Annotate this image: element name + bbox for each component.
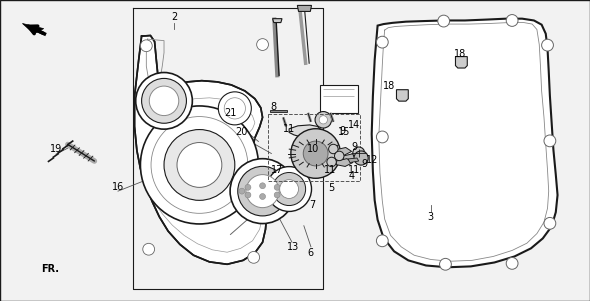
Circle shape (376, 235, 388, 247)
Circle shape (140, 40, 152, 52)
Text: 11: 11 (324, 165, 336, 175)
Circle shape (329, 144, 338, 154)
Polygon shape (297, 5, 312, 11)
Polygon shape (372, 19, 558, 267)
Circle shape (274, 192, 280, 198)
Text: 10: 10 (307, 144, 319, 154)
Text: 21: 21 (224, 108, 236, 118)
Text: 16: 16 (112, 182, 124, 192)
Polygon shape (343, 154, 360, 161)
Polygon shape (336, 159, 353, 166)
Text: 9: 9 (351, 142, 357, 153)
Circle shape (149, 86, 179, 116)
Circle shape (506, 14, 518, 26)
Polygon shape (135, 36, 267, 264)
Circle shape (280, 180, 299, 198)
Polygon shape (348, 158, 359, 163)
Circle shape (245, 185, 251, 190)
Text: 19: 19 (50, 144, 62, 154)
Circle shape (376, 36, 388, 48)
Circle shape (353, 147, 365, 159)
Circle shape (544, 217, 556, 229)
Text: 11: 11 (348, 165, 360, 175)
Circle shape (354, 151, 368, 165)
Circle shape (273, 172, 306, 206)
Text: 20: 20 (236, 127, 248, 138)
Bar (320, 85, 358, 113)
Text: 18: 18 (454, 49, 466, 59)
Text: 7: 7 (310, 200, 316, 210)
Polygon shape (22, 23, 44, 34)
Text: 5: 5 (329, 183, 335, 193)
Circle shape (376, 131, 388, 143)
Text: 11: 11 (283, 124, 295, 135)
Circle shape (177, 143, 222, 187)
Polygon shape (455, 57, 467, 68)
Circle shape (239, 188, 245, 194)
Circle shape (230, 159, 295, 224)
Text: 4: 4 (349, 171, 355, 181)
Polygon shape (273, 19, 282, 23)
Circle shape (140, 106, 258, 224)
Circle shape (246, 175, 279, 208)
Text: 3: 3 (428, 212, 434, 222)
Text: 6: 6 (308, 248, 314, 258)
Circle shape (238, 166, 287, 216)
Text: 9: 9 (362, 159, 368, 169)
Circle shape (335, 151, 344, 161)
Circle shape (542, 39, 553, 51)
Polygon shape (335, 147, 352, 155)
Circle shape (280, 188, 286, 194)
Text: 12: 12 (366, 154, 378, 165)
Circle shape (260, 183, 266, 189)
Circle shape (245, 192, 251, 198)
Text: 15: 15 (338, 127, 350, 138)
Text: FR.: FR. (41, 264, 59, 275)
Circle shape (303, 141, 328, 166)
Text: 13: 13 (287, 242, 299, 252)
Bar (270, 110, 287, 112)
Circle shape (440, 258, 451, 270)
Text: 9: 9 (339, 126, 345, 136)
Circle shape (327, 157, 336, 167)
Circle shape (136, 73, 192, 129)
Circle shape (260, 194, 266, 200)
Circle shape (291, 129, 340, 178)
Text: 2: 2 (171, 11, 177, 22)
Polygon shape (289, 125, 322, 137)
Text: 18: 18 (384, 81, 395, 91)
Circle shape (315, 112, 332, 128)
Circle shape (267, 167, 312, 211)
Circle shape (143, 243, 155, 255)
Circle shape (319, 116, 327, 124)
Circle shape (142, 79, 186, 123)
Circle shape (257, 39, 268, 51)
Circle shape (248, 251, 260, 263)
Bar (268, 114, 360, 181)
Text: 8: 8 (271, 102, 277, 112)
Circle shape (164, 129, 235, 200)
Text: 17: 17 (271, 165, 283, 175)
Circle shape (218, 92, 251, 125)
Circle shape (438, 15, 450, 27)
Circle shape (506, 257, 518, 269)
Circle shape (544, 135, 556, 147)
Circle shape (274, 185, 280, 190)
Polygon shape (396, 90, 408, 101)
Text: 14: 14 (348, 120, 360, 130)
